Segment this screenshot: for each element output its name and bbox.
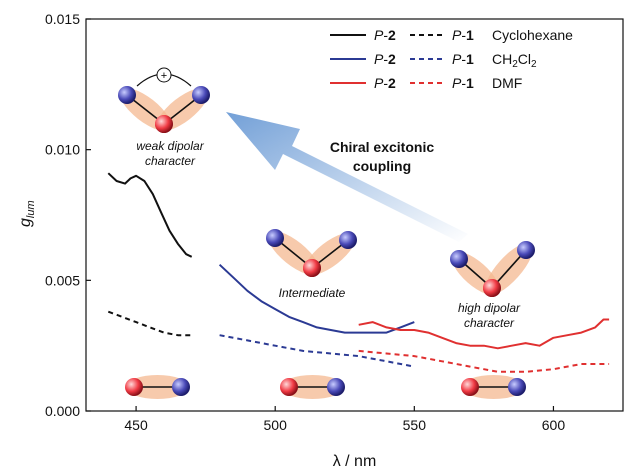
- y-axis-label-sub: lum: [25, 200, 37, 218]
- legend-solvent-label: CH2Cl2: [492, 51, 537, 70]
- molecule-red-atom: [303, 259, 321, 277]
- legend-solid-label: P-2: [374, 27, 396, 43]
- series-p-1-ch2cl2: [219, 334, 415, 368]
- series-layer: [107, 172, 610, 373]
- x-axis-label: λ / nm: [333, 453, 377, 470]
- series-p-1-cyclohexane: [107, 310, 192, 337]
- series-p-2-dmf: [358, 318, 610, 350]
- legend-solvent-label: Cyclohexane: [492, 27, 573, 43]
- legend-row: P-2 P-1 Cyclohexane: [330, 27, 573, 43]
- x-tick-label: 500: [264, 417, 288, 433]
- molecule-blue-atom: [118, 86, 136, 104]
- y-axis-ticks: 0.000 0.005 0.010 0.015: [45, 11, 91, 419]
- intermediate-label: Intermediate: [279, 286, 346, 300]
- molecule-blue-atom: [450, 250, 468, 268]
- plus-symbol: +: [161, 70, 167, 82]
- legend-dashed-label: P-1: [452, 51, 474, 67]
- y-tick-label: 0.000: [45, 403, 80, 419]
- plot-frame: [85, 18, 624, 412]
- intermediate-molecule: [266, 229, 357, 277]
- molecule-blue-atom: [192, 86, 210, 104]
- legend-row: P-2 P-1 CH2Cl2: [330, 51, 537, 70]
- y-tick-label: 0.005: [45, 272, 80, 288]
- bottom-molecule-3: [461, 375, 526, 399]
- x-axis-ticks: 450 500 550 600: [124, 406, 565, 433]
- series-p-1-dmf: [358, 349, 610, 373]
- y-axis-label-main: g: [17, 218, 34, 227]
- molecule-blue-atom: [266, 229, 284, 247]
- molecule-right-arm: [303, 231, 357, 277]
- molecule-red-atom: [280, 378, 298, 396]
- molecule-right-arm: [483, 241, 535, 297]
- legend-solid-label: P-2: [374, 75, 396, 91]
- molecule-red-atom: [155, 115, 173, 133]
- molecule-right-arm: [155, 86, 210, 133]
- arrow-label-line2: coupling: [353, 158, 411, 174]
- coupling-arrow: [226, 112, 468, 242]
- annotation-graphics: +: [118, 67, 535, 399]
- bottom-molecule-2: [280, 375, 345, 399]
- y-tick-label: 0.015: [45, 11, 80, 27]
- bottom-molecule-1: [125, 375, 190, 399]
- arrow-label-line1: Chiral excitonic: [330, 139, 434, 155]
- molecule-blue-atom: [517, 241, 535, 259]
- series-p-2-ch2cl2: [218, 263, 415, 334]
- molecule-blue-atom: [327, 378, 345, 396]
- y-axis-label: glum: [17, 200, 37, 227]
- high-dipole-molecule: [450, 241, 535, 297]
- legend-solvent-label: DMF: [492, 75, 522, 91]
- molecule-red-atom: [461, 378, 479, 396]
- weak-dipole-molecule: +: [118, 67, 210, 133]
- legend-dashed-label: P-1: [452, 27, 474, 43]
- x-tick-label: 600: [542, 417, 566, 433]
- legend-row: P-2 P-1 DMF: [330, 75, 522, 91]
- molecule-blue-atom: [508, 378, 526, 396]
- x-tick-label: 450: [124, 417, 148, 433]
- molecule-blue-atom: [172, 378, 190, 396]
- legend-solid-label: P-2: [374, 51, 396, 67]
- weak-dipolar-label-line2: character: [145, 154, 196, 168]
- weak-dipolar-label-line1: weak dipolar: [136, 139, 204, 153]
- molecule-blue-atom: [339, 231, 357, 249]
- x-tick-label: 550: [403, 417, 427, 433]
- legend: P-2 P-1 Cyclohexane P-2 P-1 CH2Cl2 P-2 P-1 DMF: [330, 27, 573, 91]
- legend-dashed-label: P-1: [452, 75, 474, 91]
- high-dipolar-label-line1: high dipolar: [458, 301, 521, 315]
- annotation-text: Chiral excitonic coupling weak dipolar c…: [136, 139, 521, 330]
- series-p-2-cyclohexane: [107, 172, 193, 258]
- high-dipolar-label-line2: character: [464, 316, 515, 330]
- molecule-red-atom: [125, 378, 143, 396]
- molecule-red-atom: [483, 279, 501, 297]
- plus-circle: [156, 67, 172, 83]
- y-tick-label: 0.010: [45, 142, 80, 158]
- axes: [85, 18, 624, 412]
